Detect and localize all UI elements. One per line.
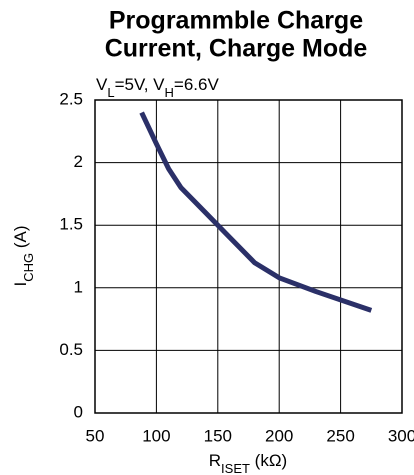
x-tick-label: 200 [265,426,293,445]
subtitle-part: =6.6V [174,75,220,94]
y-axis-label-part: CHG [21,253,36,282]
x-tick-label: 250 [326,426,354,445]
x-axis-label-part: R [209,451,221,470]
y-tick-label: 2.5 [59,89,83,108]
x-tick-label: 150 [204,426,232,445]
y-tick-label: 1 [74,277,83,296]
x-tick-label: 50 [86,426,105,445]
subtitle-part: H [165,85,174,100]
y-axis-label-part: I [11,282,30,287]
x-axis-label-part: ISET [221,461,250,475]
plot-frame [94,99,403,414]
x-tick-label: 300 [388,426,414,445]
y-tick-label: 0 [74,402,83,421]
data-line [139,111,373,313]
subtitle-part: L [107,85,114,100]
chart-title: Current, Charge Mode [105,35,368,63]
x-tick-label: 100 [142,426,170,445]
y-tick-label: 1.5 [59,215,83,234]
y-axis-label-part: (A) [11,225,30,252]
x-axis-label: RISET (kΩ) [209,451,287,475]
chart-title: Programmble Charge [109,7,363,35]
subtitle: VL=5V, VH=6.6V [96,75,219,99]
x-axis-label-part: (kΩ) [250,451,287,470]
y-tick-label: 2 [74,152,83,171]
y-axis-label: ICHG (A) [11,225,35,286]
subtitle-part: V [96,75,108,94]
subtitle-part: =5V, V [115,75,166,94]
y-tick-label: 0.5 [59,340,83,359]
